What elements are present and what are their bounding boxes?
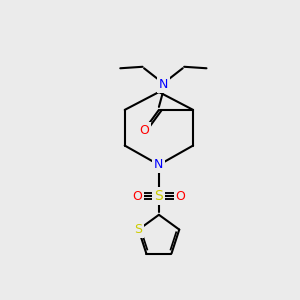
Text: N: N bbox=[159, 78, 168, 91]
Text: O: O bbox=[139, 124, 149, 137]
Text: N: N bbox=[154, 158, 164, 171]
Text: S: S bbox=[154, 189, 163, 203]
Text: O: O bbox=[176, 190, 185, 202]
Text: O: O bbox=[133, 190, 142, 202]
Text: S: S bbox=[135, 223, 142, 236]
